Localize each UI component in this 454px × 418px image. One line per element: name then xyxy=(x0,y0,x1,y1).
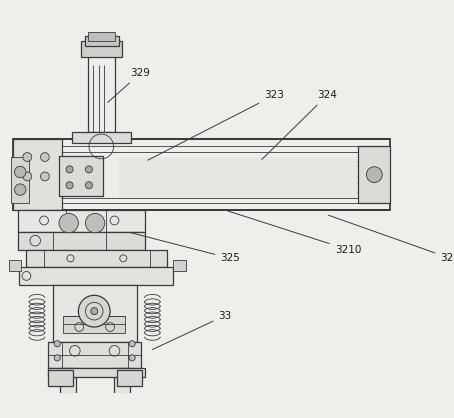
Circle shape xyxy=(66,166,73,173)
Circle shape xyxy=(23,153,32,161)
Bar xyxy=(49,342,141,368)
Circle shape xyxy=(366,167,382,183)
Circle shape xyxy=(85,166,93,173)
Circle shape xyxy=(85,214,105,233)
Bar xyxy=(117,370,142,386)
Bar xyxy=(53,210,113,236)
Bar xyxy=(26,250,168,267)
Bar xyxy=(59,156,103,196)
Text: 323: 323 xyxy=(148,90,284,160)
Circle shape xyxy=(40,172,49,181)
Circle shape xyxy=(54,341,60,347)
Text: 325: 325 xyxy=(130,232,240,263)
Bar xyxy=(88,32,115,41)
Text: 33: 33 xyxy=(152,311,232,349)
Circle shape xyxy=(23,172,32,181)
Bar xyxy=(64,316,125,333)
Bar xyxy=(88,51,115,133)
Bar xyxy=(11,157,29,203)
Circle shape xyxy=(85,182,93,189)
Text: 324: 324 xyxy=(262,90,337,160)
Circle shape xyxy=(59,214,79,233)
Bar xyxy=(20,267,173,285)
Circle shape xyxy=(15,166,26,178)
Bar xyxy=(49,370,73,386)
Circle shape xyxy=(54,355,60,361)
Bar xyxy=(119,157,357,199)
Bar xyxy=(173,260,186,270)
Bar xyxy=(359,146,390,203)
Circle shape xyxy=(91,308,98,315)
Bar xyxy=(13,140,390,210)
Bar xyxy=(114,368,130,417)
Circle shape xyxy=(129,355,135,361)
Circle shape xyxy=(15,184,26,195)
Text: 3210: 3210 xyxy=(227,211,361,255)
Bar xyxy=(53,285,137,342)
Bar xyxy=(18,232,145,250)
Bar xyxy=(49,368,145,377)
Bar xyxy=(60,368,76,417)
Text: 329: 329 xyxy=(108,69,150,102)
Bar xyxy=(9,260,21,270)
Bar xyxy=(72,133,131,143)
Text: 321: 321 xyxy=(329,215,454,263)
Bar xyxy=(13,140,62,210)
Bar xyxy=(84,36,119,46)
Circle shape xyxy=(40,153,49,161)
Circle shape xyxy=(129,341,135,347)
Circle shape xyxy=(66,182,73,189)
Bar xyxy=(18,210,145,232)
Circle shape xyxy=(79,295,110,327)
Bar xyxy=(81,41,123,56)
